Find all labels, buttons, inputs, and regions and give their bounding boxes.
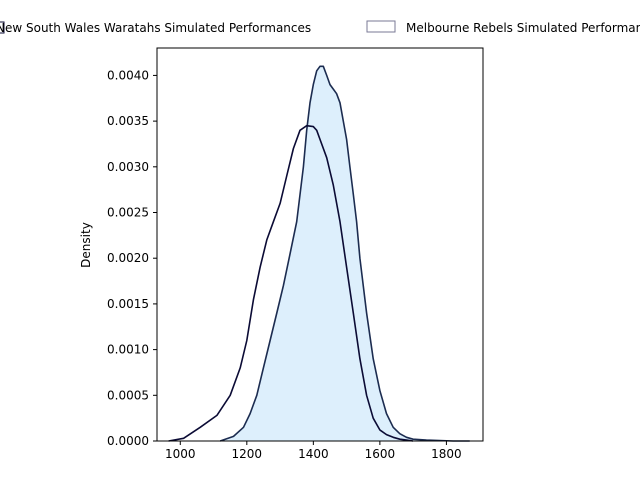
x-tick-label: 1000 [165, 447, 196, 461]
y-tick-label: 0.0020 [107, 251, 149, 265]
y-tick-label: 0.0005 [107, 388, 149, 402]
legend: New South Wales Waratahs Simulated Perfo… [0, 20, 640, 35]
y-axis: 0.0000 0.0005 0.0010 0.0015 0.0020 0.0025 0.00… [107, 68, 157, 448]
legend-swatch-waratahs [0, 21, 5, 34]
x-tick-label: 1200 [232, 447, 263, 461]
plot-frame [156, 47, 484, 442]
x-tick-label: 1800 [431, 447, 462, 461]
plot-area [168, 65, 470, 442]
x-tick-label: 1600 [365, 447, 396, 461]
y-tick-label: 0.0015 [107, 297, 149, 311]
legend-label-rebels: Melbourne Rebels Simulated Performances [406, 21, 640, 35]
legend-swatch-rebels [366, 20, 396, 33]
series-line-melbourne-rebels-simulated-performances [219, 65, 470, 442]
y-tick-label: 0.0000 [107, 434, 149, 448]
y-tick-label: 0.0040 [107, 68, 149, 82]
legend-label-waratahs: New South Wales Waratahs Simulated Perfo… [0, 21, 311, 35]
y-tick-label: 0.0025 [107, 206, 149, 220]
y-axis-title: Density [79, 222, 93, 268]
x-tick-label: 1400 [298, 447, 329, 461]
series-line-new-south-wales-waratahs-simulated-performances [168, 124, 414, 442]
y-tick-label: 0.0035 [107, 114, 149, 128]
y-tick-label: 0.0010 [107, 343, 149, 357]
y-tick-label: 0.0030 [107, 160, 149, 174]
x-axis: 1000 1200 1400 1600 1800 [165, 441, 462, 461]
